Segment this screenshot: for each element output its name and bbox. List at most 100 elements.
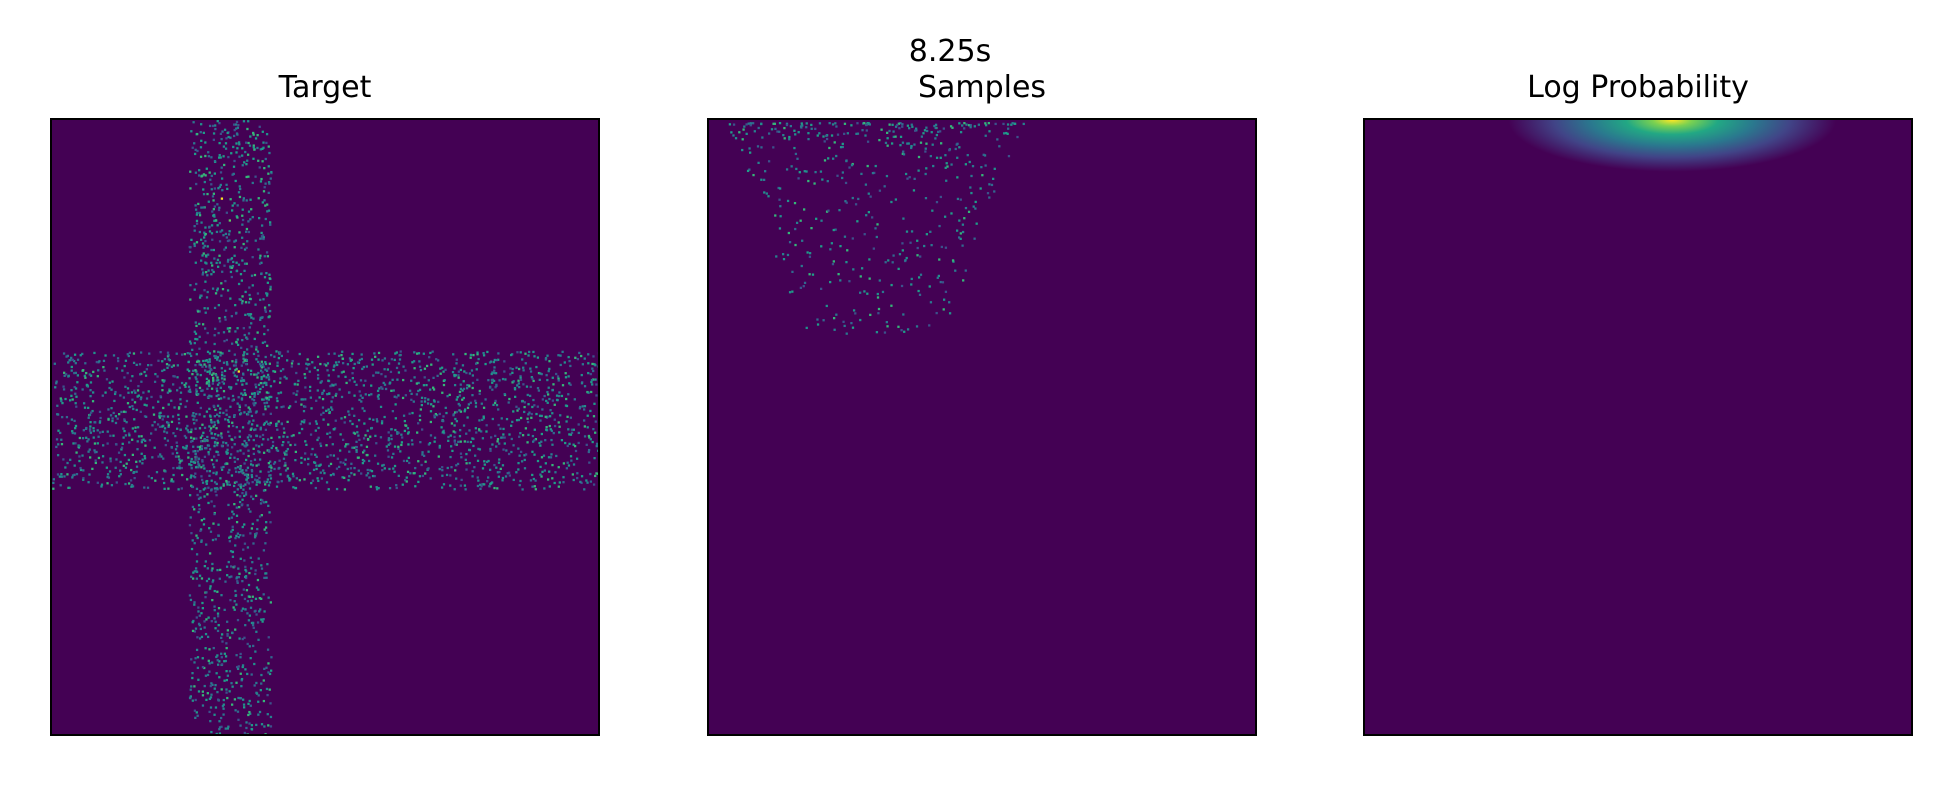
- target-speck: [207, 155, 211, 158]
- target-speck: [446, 395, 449, 398]
- target-speck: [89, 425, 92, 428]
- target-speck: [235, 340, 238, 344]
- target-speck: [482, 417, 485, 420]
- target-speck: [201, 423, 204, 426]
- sample-point: [890, 304, 893, 307]
- target-speck: [539, 444, 542, 447]
- target-speck: [241, 223, 244, 226]
- target-speck: [287, 406, 291, 409]
- sample-point: [886, 131, 889, 135]
- target-speck: [71, 430, 74, 433]
- target-speck: [234, 628, 237, 631]
- target-speck: [348, 357, 352, 360]
- target-speck: [218, 411, 222, 414]
- target-speck: [251, 181, 254, 185]
- target-speck: [294, 400, 297, 403]
- target-speck: [321, 392, 324, 396]
- target-speck: [569, 383, 572, 386]
- sample-point: [950, 163, 953, 166]
- target-speck: [138, 460, 142, 463]
- target-speck: [208, 710, 211, 714]
- target-speck: [199, 363, 203, 367]
- target-speck: [162, 481, 166, 485]
- target-speck: [235, 151, 238, 154]
- target-speck: [218, 121, 221, 125]
- target-speck: [202, 206, 205, 209]
- target-speck: [348, 391, 351, 394]
- target-speck: [591, 440, 594, 444]
- target-speck: [191, 372, 194, 376]
- target-speck: [548, 485, 551, 488]
- target-speck: [212, 579, 215, 582]
- sample-point: [813, 182, 816, 185]
- target-speck: [96, 429, 99, 432]
- sample-point: [939, 195, 942, 199]
- target-speck: [462, 424, 466, 427]
- target-speck: [222, 382, 226, 385]
- target-speck: [213, 512, 216, 516]
- target-speck: [295, 393, 298, 396]
- target-speck: [178, 461, 181, 465]
- target-speck: [595, 444, 598, 448]
- target-speck: [224, 246, 228, 249]
- target-speck: [429, 477, 432, 480]
- target-speck: [88, 429, 92, 432]
- target-speck: [389, 370, 393, 374]
- target-speck: [258, 481, 261, 484]
- sample-point: [901, 123, 904, 126]
- target-speck: [202, 173, 206, 176]
- target-speck: [200, 445, 204, 448]
- target-speck: [250, 427, 253, 430]
- target-speck: [240, 279, 244, 282]
- target-speck: [207, 577, 211, 581]
- target-speck: [410, 398, 413, 401]
- sample-point: [962, 279, 965, 282]
- target-speck: [225, 211, 229, 214]
- target-speck: [433, 416, 436, 419]
- target-speck: [498, 470, 501, 474]
- target-speck: [215, 358, 219, 361]
- target-speck: [231, 550, 234, 554]
- target-speck: [196, 211, 199, 215]
- target-speck: [218, 261, 221, 264]
- target-speck: [234, 709, 237, 712]
- target-speck: [215, 387, 218, 390]
- target-speck: [208, 662, 211, 665]
- target-speck: [237, 567, 240, 570]
- sample-point: [982, 153, 985, 156]
- target-speck: [290, 434, 293, 438]
- target-speck: [194, 321, 197, 324]
- target-speck: [567, 393, 570, 396]
- sample-point: [846, 249, 849, 252]
- target-speck: [140, 380, 143, 383]
- target-speck: [247, 230, 251, 234]
- sample-point: [850, 321, 853, 325]
- sample-point: [844, 200, 847, 203]
- sample-point: [988, 196, 991, 199]
- target-speck: [207, 501, 210, 505]
- sample-point: [851, 326, 855, 329]
- target-speck: [193, 603, 196, 606]
- sample-point: [828, 146, 831, 150]
- target-speck: [102, 444, 105, 447]
- target-speck: [188, 245, 191, 249]
- target-speck: [198, 169, 201, 172]
- target-speck: [203, 369, 207, 372]
- target-speck: [449, 455, 452, 459]
- target-speck: [489, 436, 493, 439]
- target-speck: [177, 413, 180, 417]
- target-speck: [266, 396, 269, 400]
- target-speck: [268, 151, 271, 155]
- target-speck: [228, 636, 232, 639]
- target-speck: [216, 488, 219, 491]
- target-speck: [245, 362, 248, 366]
- sample-point: [749, 151, 752, 154]
- sample-point: [929, 230, 932, 233]
- target-speck: [57, 429, 60, 432]
- target-speck: [262, 699, 266, 703]
- target-speck: [246, 481, 249, 484]
- target-speck: [216, 612, 220, 615]
- target-speck: [161, 389, 164, 392]
- target-speck: [233, 600, 236, 603]
- target-speck: [549, 409, 552, 412]
